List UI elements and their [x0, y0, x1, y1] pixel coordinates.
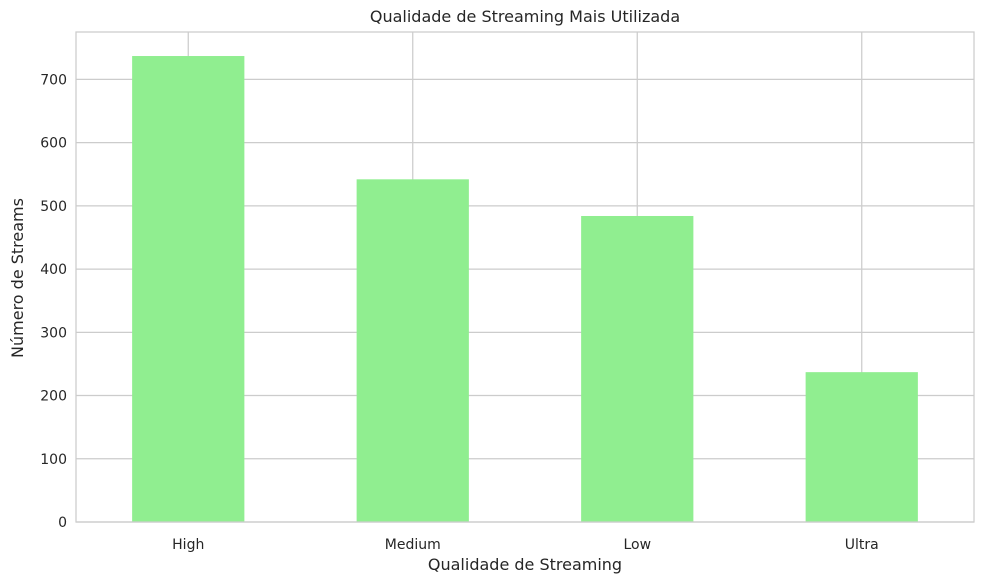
y-tick-label: 500	[40, 199, 67, 215]
x-tick-label: High	[172, 537, 204, 553]
y-axis-ticks: 0 100 200 300 400 500 600 700	[40, 72, 67, 531]
y-tick-label: 400	[40, 262, 67, 278]
x-axis-title: Qualidade de Streaming	[428, 555, 622, 574]
y-tick-label: 300	[40, 325, 67, 341]
bar-ultra	[805, 372, 918, 522]
y-tick-label: 100	[40, 452, 67, 468]
x-tick-label: Ultra	[845, 537, 879, 553]
x-tick-label: Low	[623, 537, 651, 553]
y-tick-label: 200	[40, 389, 67, 405]
plot-frame	[75, 31, 975, 523]
bar-medium	[356, 179, 469, 522]
y-tick-label: 700	[40, 72, 67, 88]
y-tick-label: 600	[40, 136, 67, 152]
chart-title: Qualidade de Streaming Mais Utilizada	[370, 7, 680, 26]
bar-high	[132, 56, 245, 522]
y-axis-title: Número de Streams	[8, 198, 27, 358]
bar-low	[581, 215, 694, 522]
bars	[132, 56, 918, 522]
y-tick-label: 0	[58, 515, 67, 531]
x-tick-label: Medium	[385, 537, 441, 553]
x-axis-ticks: High Medium Low Ultra	[172, 537, 879, 553]
